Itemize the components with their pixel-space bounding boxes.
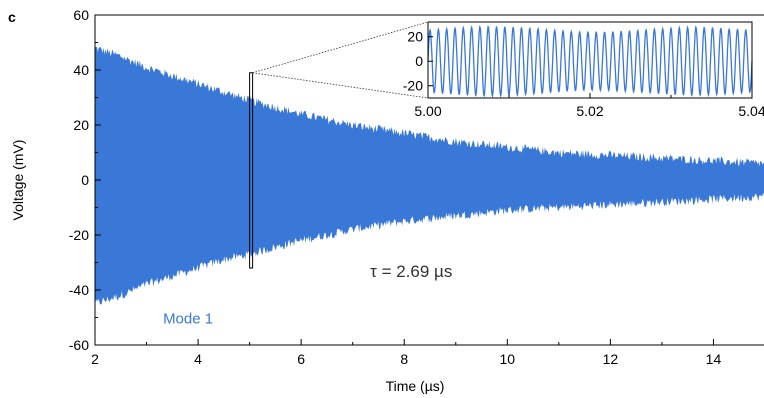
main-plot: 2 4 6 8 10 12 14 -60 -40 -20 0 20 40 60 Time (µs) Vo…: [10, 7, 764, 394]
x-tick-label: 14: [706, 351, 722, 367]
x-tick-label: 8: [400, 351, 408, 367]
zoom-connector-bottom: [252, 72, 429, 99]
y-tick-label: -60: [69, 337, 89, 353]
main-y-axis: -60 -40 -20 0 20 40 60: [69, 7, 101, 353]
inset-y-tick-label: 20: [407, 29, 423, 45]
inset-y-tick-label: 0: [415, 53, 423, 69]
inset-plot: 5.00 5.02 5.04 -20 0 20: [403, 21, 764, 119]
y-tick-label: 0: [81, 172, 89, 188]
inset-y-tick-label: -20: [403, 78, 423, 94]
y-tick-label: 20: [73, 117, 89, 133]
inset-x-tick-label: 5.00: [414, 103, 441, 119]
y-tick-label: -20: [69, 227, 89, 243]
main-x-axis: 2 4 6 8 10 12 14: [91, 339, 721, 367]
inset-x-axis: 5.00 5.02 5.04: [414, 93, 764, 119]
x-tick-label: 12: [603, 351, 619, 367]
zoom-connector-top: [252, 21, 429, 74]
y-axis-label: Voltage (mV): [10, 140, 26, 221]
inset-x-tick-label: 5.02: [576, 103, 603, 119]
y-tick-label: -40: [69, 282, 89, 298]
x-tick-label: 4: [194, 351, 202, 367]
inset-waveform: [427, 25, 753, 99]
inset-x-tick-label: 5.04: [738, 103, 764, 119]
x-axis-label: Time (µs): [386, 378, 445, 394]
y-tick-label: 40: [73, 62, 89, 78]
mode-label: Mode 1: [163, 311, 213, 328]
zoom-connector-lines: [252, 21, 429, 99]
x-tick-label: 2: [91, 351, 99, 367]
decay-time-annotation: τ = 2.69 µs: [370, 262, 452, 281]
mode1-envelope: [95, 46, 764, 306]
panel-label: c: [8, 9, 16, 25]
zoom-window-marker: [249, 72, 254, 269]
x-tick-label: 6: [297, 351, 305, 367]
inset-y-axis: -20 0 20: [403, 29, 433, 94]
x-tick-label: 10: [500, 351, 516, 367]
y-tick-label: 60: [73, 7, 89, 23]
